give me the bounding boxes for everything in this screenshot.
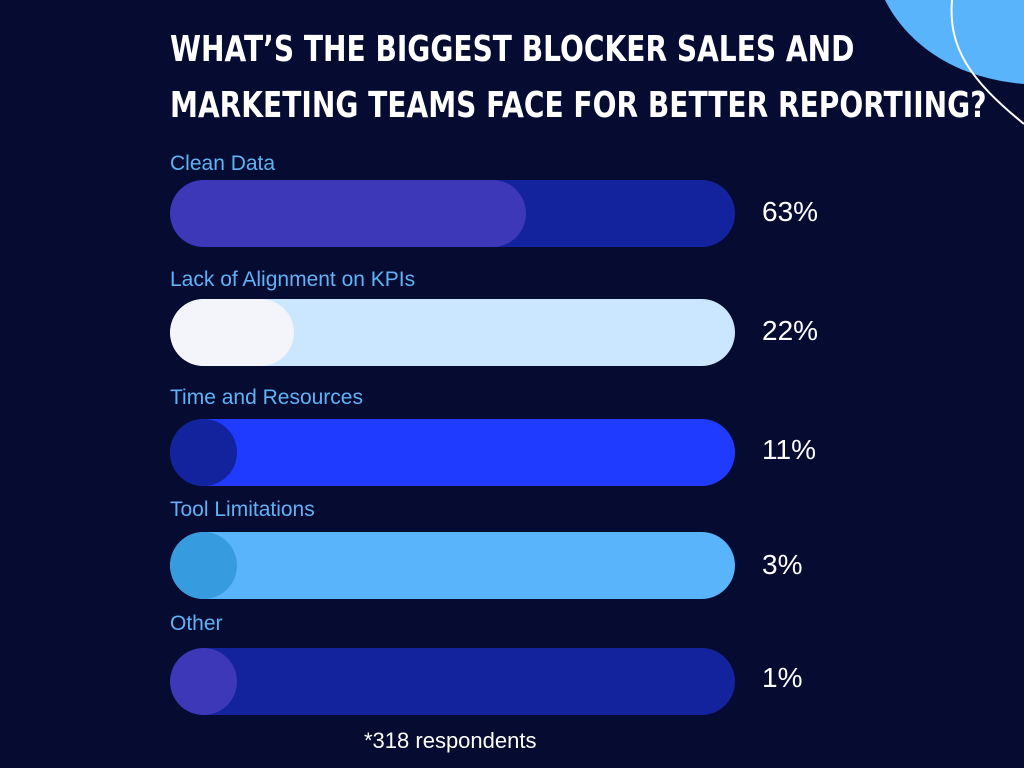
respondents-footnote: *318 respondents bbox=[364, 728, 537, 753]
chart-title-line-2: marketing teams face for better reportii… bbox=[170, 85, 987, 126]
chart-title: What’s the biggest blocker sales and mar… bbox=[170, 22, 987, 134]
chart-title-line-1: What’s the biggest blocker sales and bbox=[170, 29, 855, 70]
corner-blob-shape bbox=[885, 0, 1024, 84]
value-label: 22% bbox=[762, 315, 819, 346]
category-label: Lack of Alignment on KPIs bbox=[170, 268, 416, 291]
bar-item: Lack of Alignment on KPIs 22% bbox=[0, 268, 1024, 368]
bar-item: Tool Limitations 3% bbox=[0, 498, 1024, 599]
value-label: 1% bbox=[762, 662, 803, 693]
bar-track bbox=[170, 532, 735, 599]
bar-fill bbox=[170, 532, 237, 599]
category-label: Tool Limitations bbox=[170, 498, 315, 521]
bar-item: Other 1% bbox=[0, 612, 1024, 715]
bar-item: Time and Resources 11% bbox=[0, 386, 1024, 486]
value-label: 3% bbox=[762, 549, 803, 580]
category-label: Time and Resources bbox=[170, 386, 363, 409]
bar-track bbox=[170, 299, 735, 366]
bar-track bbox=[170, 419, 735, 486]
category-label: Other bbox=[170, 612, 223, 635]
bar-track bbox=[170, 648, 735, 715]
bar-fill bbox=[170, 648, 237, 715]
bar-fill bbox=[170, 419, 237, 486]
bar-item: Clean Data 63% bbox=[0, 152, 1024, 252]
value-label: 11% bbox=[762, 434, 816, 465]
bar-fill bbox=[170, 299, 295, 366]
category-label: Clean Data bbox=[170, 152, 276, 175]
value-label: 63% bbox=[762, 196, 819, 227]
bar-track bbox=[170, 180, 735, 247]
bar-fill bbox=[170, 180, 526, 247]
